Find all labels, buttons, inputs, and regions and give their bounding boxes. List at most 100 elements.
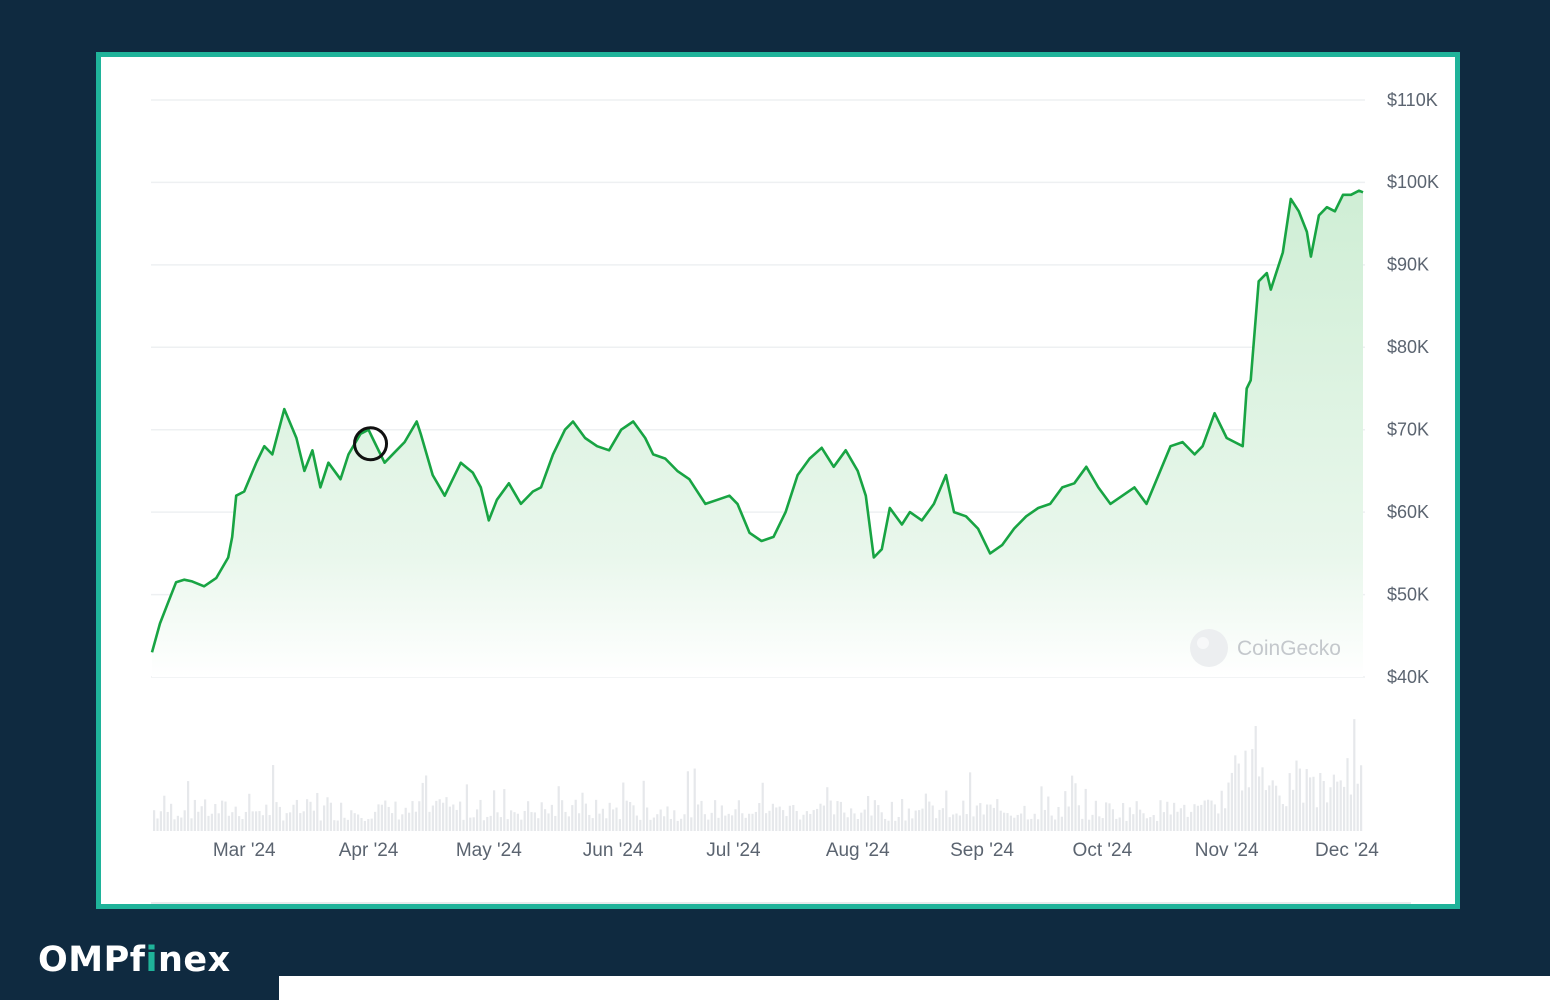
volume-bar [969, 772, 972, 831]
y-axis: $110K $100K $90K $80K $70K $60K $50K $40K [1387, 90, 1439, 687]
watermark-text: CoinGecko [1237, 637, 1341, 660]
volume-bar [295, 799, 298, 831]
volume-bar [890, 801, 893, 831]
volume-bar [615, 807, 618, 831]
logo-text-start: OMPf [38, 940, 146, 980]
volume-bar [741, 813, 744, 831]
volume-bar [1258, 776, 1261, 831]
volume-bar [948, 817, 951, 831]
volume-bar [785, 816, 788, 831]
volume-bar [1091, 814, 1094, 831]
y-tick-label: $90K [1387, 255, 1429, 275]
volume-bar [255, 811, 258, 831]
volume-bar [1251, 749, 1254, 831]
volume-bar [945, 790, 948, 831]
volume-bar [193, 799, 196, 831]
volume-bar [1179, 808, 1182, 831]
volume-bar [431, 805, 434, 831]
volume-bar [771, 803, 774, 831]
volume-bar [595, 799, 598, 831]
volume-bar [999, 810, 1002, 831]
volume-bar [425, 775, 428, 831]
volume-bar [867, 796, 870, 831]
volume-bar [340, 802, 343, 831]
y-tick-label: $70K [1387, 419, 1429, 439]
volume-bar [1241, 790, 1244, 831]
volume-bar [768, 810, 771, 831]
volume-bar [799, 819, 802, 831]
y-tick-label: $50K [1387, 584, 1429, 604]
volume-bar [367, 819, 370, 831]
volume-bar [836, 801, 839, 831]
volume-bar [190, 818, 193, 831]
volume-bar [554, 815, 557, 831]
volume-bar [622, 782, 625, 831]
volume-bar [1200, 804, 1203, 831]
highlight-marker [353, 426, 389, 462]
volume-bar [639, 819, 642, 831]
volume-bar [952, 814, 955, 831]
volume-bar [839, 801, 842, 831]
volume-bar [765, 813, 768, 831]
volume-bar [1261, 767, 1264, 831]
volume-bar [1292, 789, 1295, 831]
volume-bar [1285, 806, 1288, 831]
volume-bar [975, 805, 978, 831]
volume-bar [380, 804, 383, 831]
volume-bar [438, 799, 441, 831]
volume-bar [557, 786, 560, 831]
volume-bar [1152, 815, 1155, 831]
volume-bar [459, 801, 462, 831]
volume-bar [1166, 801, 1169, 831]
volume-bar [227, 815, 230, 831]
volume-bar [873, 800, 876, 831]
volume-bar [1060, 816, 1063, 831]
price-line-group [150, 189, 1364, 653]
volume-bar [156, 818, 159, 831]
volume-bar [822, 805, 825, 831]
volume-bar [1332, 774, 1335, 831]
chart-panel: $110K $100K $90K $80K $70K $60K $50K $40K Mar '… [96, 52, 1460, 909]
volume-bar [931, 805, 934, 831]
volume-bar [819, 803, 822, 831]
volume-bar [958, 815, 961, 831]
volume-bar [166, 811, 169, 831]
volume-bar [465, 784, 468, 831]
volume-bar [1353, 719, 1356, 831]
volume-bar [350, 810, 353, 831]
volume-bar [1016, 814, 1019, 831]
volume-bar [632, 805, 635, 831]
volume-bar [530, 812, 533, 831]
volume-bar [1135, 801, 1138, 831]
volume-bars [153, 719, 1363, 831]
volume-bar [1077, 805, 1080, 831]
volume-bar [1217, 813, 1220, 831]
volume-bar [1336, 781, 1339, 831]
volume-bar [1023, 805, 1026, 831]
volume-bar [1213, 804, 1216, 831]
volume-bar [462, 819, 465, 831]
y-tick-label: $80K [1387, 337, 1429, 357]
volume-bar [1115, 818, 1118, 831]
volume-bar [1346, 758, 1349, 831]
volume-bar [775, 807, 778, 831]
volume-bar [751, 813, 754, 831]
volume-bar [231, 812, 234, 831]
volume-bar [792, 804, 795, 831]
volume-bar [163, 795, 166, 831]
volume-bar [476, 809, 479, 831]
x-tick-label: Sep '24 [950, 840, 1014, 861]
volume-bar [1006, 813, 1009, 831]
volume-bar [693, 768, 696, 831]
volume-bar [346, 819, 349, 831]
volume-bar [826, 787, 829, 831]
volume-bar [588, 814, 591, 831]
volume-bar [170, 803, 173, 831]
volume-bar [591, 818, 594, 831]
volume-bar [1118, 817, 1121, 831]
volume-bar [992, 807, 995, 831]
volume-bar [258, 811, 261, 831]
volume-bar [527, 801, 530, 831]
volume-bar [312, 810, 315, 831]
volume-bar [442, 802, 445, 831]
